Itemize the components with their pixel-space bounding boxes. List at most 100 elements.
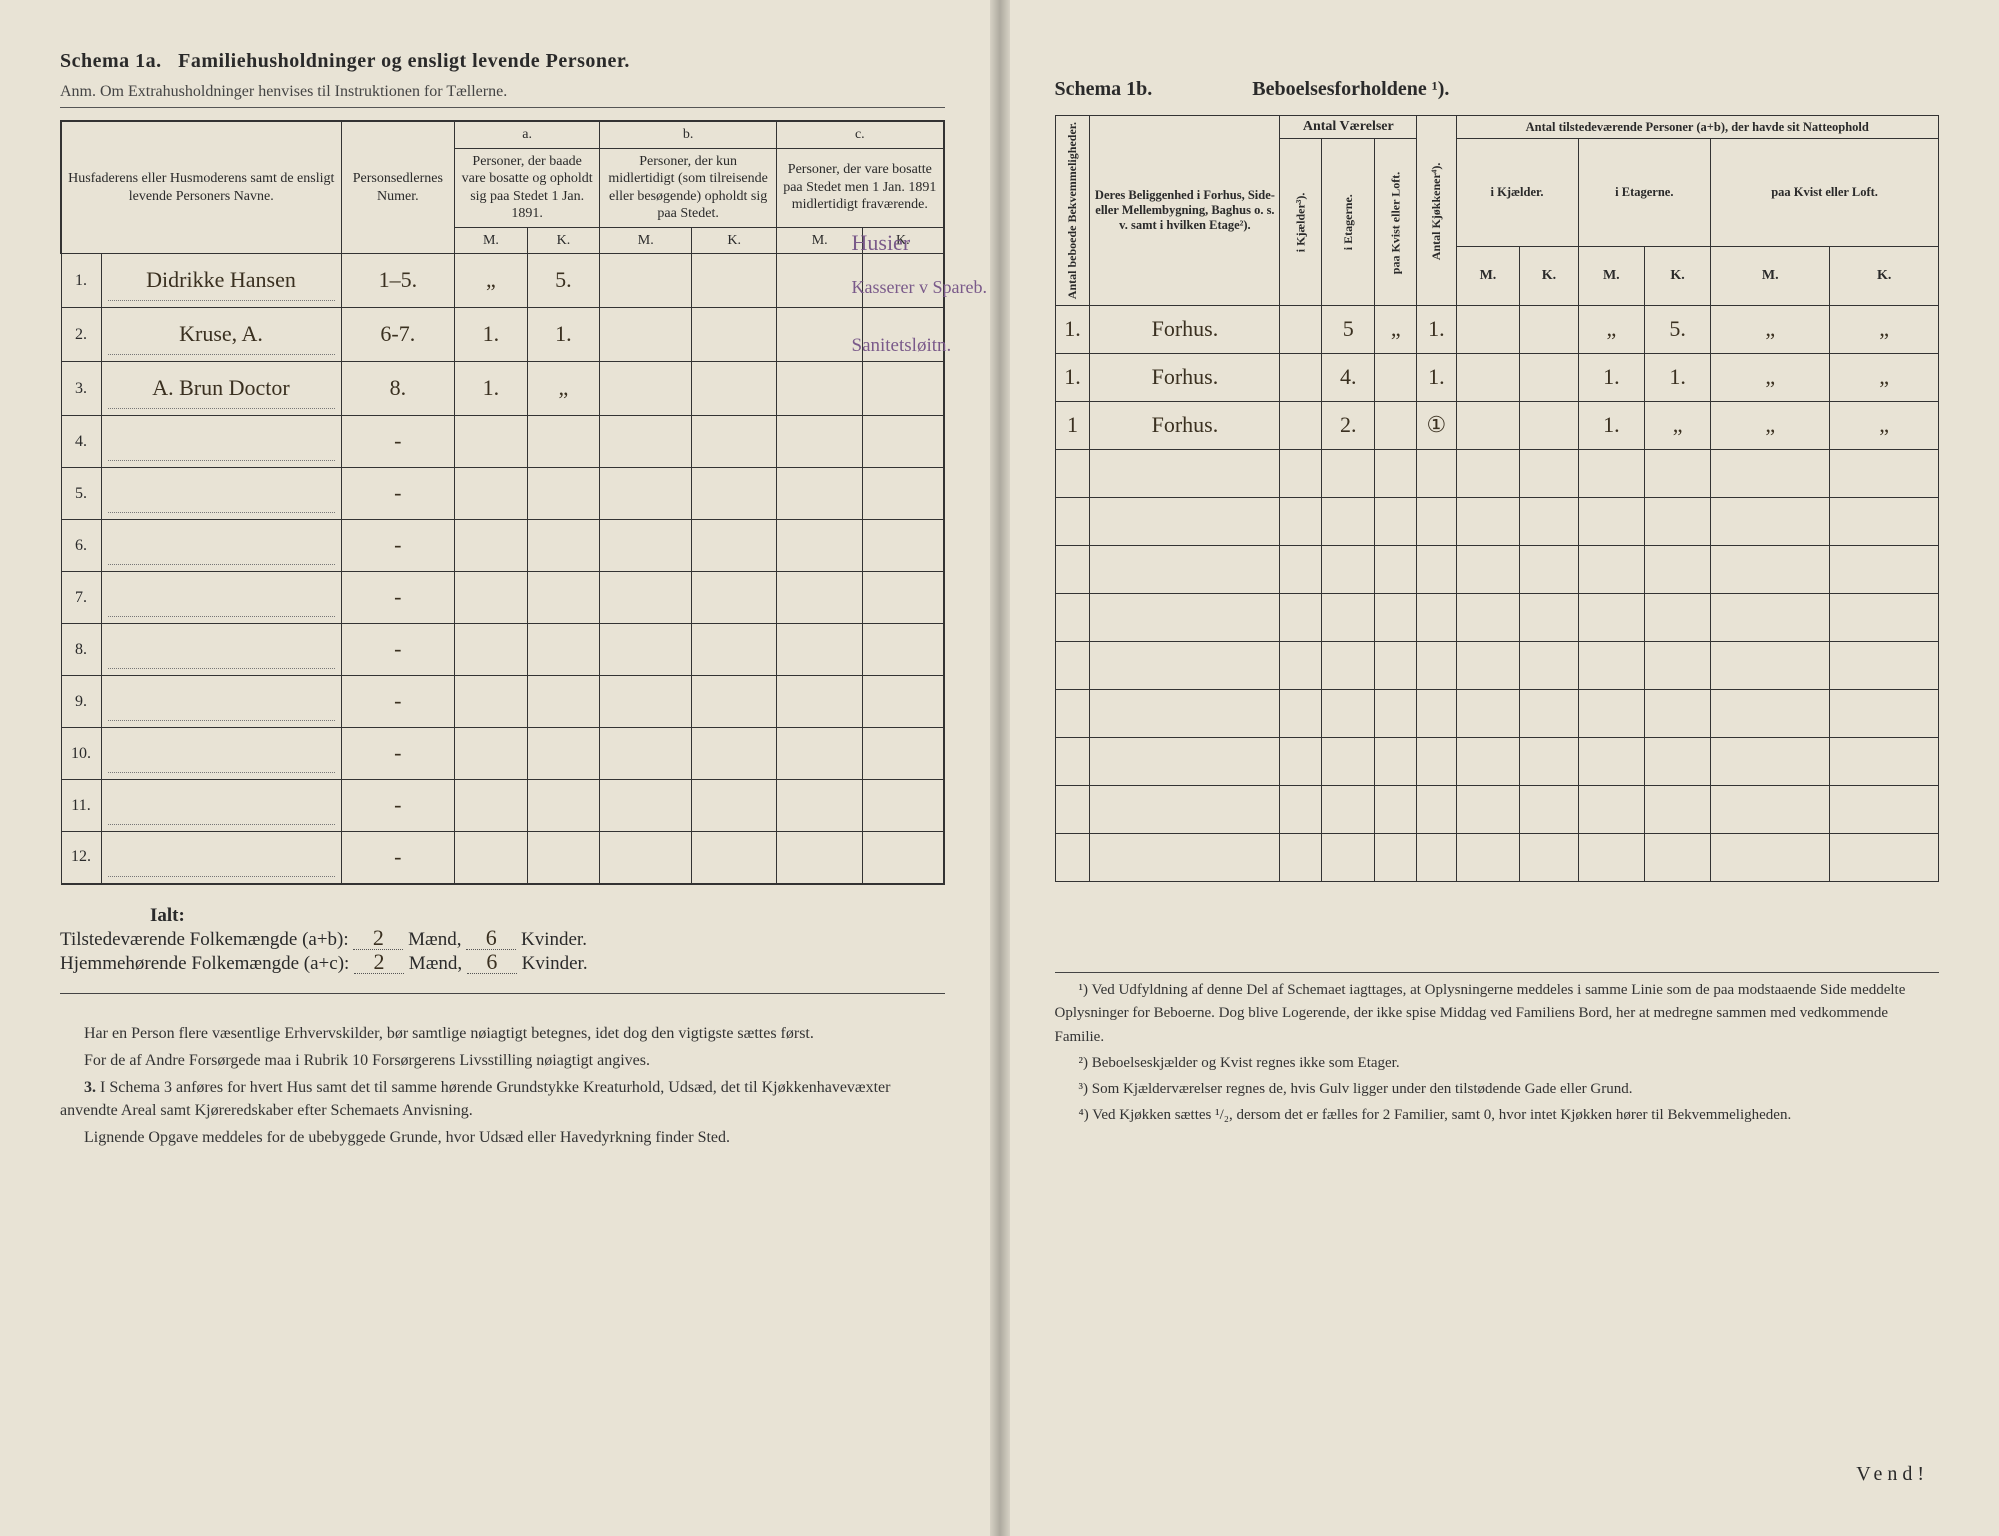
ialt-label: Ialt: — [150, 905, 945, 927]
cK — [863, 780, 944, 832]
net-k — [1645, 498, 1711, 546]
nkj-k — [1520, 594, 1578, 642]
nums-cell: - — [341, 416, 455, 468]
kjok — [1417, 546, 1456, 594]
bM — [600, 254, 692, 308]
cM — [777, 780, 863, 832]
bM — [600, 468, 692, 520]
net-m — [1578, 786, 1645, 834]
vaer-et — [1322, 690, 1375, 738]
mk-m: M. — [777, 227, 863, 254]
vaer-kj — [1280, 546, 1322, 594]
head-vaerelser: Antal Værelser — [1280, 116, 1417, 139]
table-row — [1055, 834, 1939, 882]
net-k — [1645, 450, 1711, 498]
vaer-et — [1322, 450, 1375, 498]
mk-m: M. — [455, 227, 527, 254]
nkj-k — [1520, 450, 1578, 498]
cK — [863, 362, 944, 416]
hjemme-label: Hjemmehørende Folkemængde (a+c): — [60, 953, 349, 975]
cM — [777, 362, 863, 416]
aK — [527, 728, 599, 780]
cK — [863, 520, 944, 572]
table-row: 8.- — [61, 624, 944, 676]
bM — [600, 308, 692, 362]
nums-cell: - — [341, 728, 455, 780]
table-row: 2.Kruse, A.6-7.1.1. — [61, 308, 944, 362]
fn-1: ¹) Ved Udfyldning af denne Del af Schema… — [1055, 979, 1940, 1049]
nkv-k — [1830, 450, 1939, 498]
name-cell — [101, 624, 341, 676]
nkj-m — [1456, 354, 1520, 402]
table-row: 6.- — [61, 520, 944, 572]
beligg: Forhus. — [1090, 354, 1280, 402]
nkj-k — [1520, 546, 1578, 594]
title-1b-label: Schema 1b. — [1055, 78, 1153, 101]
natte-kv: paa Kvist eller Loft. — [1711, 139, 1939, 247]
mk-k: K. — [1830, 247, 1939, 306]
aM — [455, 728, 527, 780]
table-row: 3.A. Brun Doctor8.1.„ — [61, 362, 944, 416]
nkj-m — [1456, 450, 1520, 498]
net-m — [1578, 498, 1645, 546]
name-cell: Kruse, A. — [101, 308, 341, 362]
nums-cell: - — [341, 572, 455, 624]
col-b-text: Personer, der kun midlertidigt (som tilr… — [600, 148, 777, 227]
net-k: 1. — [1645, 354, 1711, 402]
kjok — [1417, 450, 1456, 498]
net-k — [1645, 594, 1711, 642]
vaer-kj — [1280, 354, 1322, 402]
beligg — [1090, 594, 1280, 642]
kjok — [1417, 594, 1456, 642]
net-k: „ — [1645, 402, 1711, 450]
aK — [527, 624, 599, 676]
vaer-et — [1322, 546, 1375, 594]
vaer-kv — [1375, 738, 1417, 786]
vaer-kj — [1280, 306, 1322, 354]
table-row: 1.Forhus.4.1.1.1.„„ — [1055, 354, 1939, 402]
head-bek: Antal beboede Bekvemmeligheder. — [1055, 116, 1090, 306]
nkj-k — [1520, 738, 1578, 786]
nkv-k — [1830, 690, 1939, 738]
schema-1a-subtitle: Anm. Om Extrahusholdninger henvises til … — [60, 83, 945, 108]
vaer-kv — [1375, 498, 1417, 546]
note-4: Lignende Opgave meddeles for de ubebygge… — [60, 1126, 945, 1149]
row-num: 1. — [61, 254, 101, 308]
schema-1a-table: Husfaderens eller Husmoderens samt de en… — [60, 120, 945, 885]
nkv-m — [1711, 546, 1830, 594]
note-1: Har en Person flere væsentlige Erhvervsk… — [60, 1022, 945, 1045]
aK — [527, 572, 599, 624]
title-1a-text: Familiehusholdninger og ensligt levende … — [178, 50, 630, 72]
beligg — [1090, 498, 1280, 546]
cK — [863, 624, 944, 676]
schema-1b-title: Schema 1b. Beboelsesforholdene ¹). — [1055, 50, 1940, 101]
cK — [863, 572, 944, 624]
kjok — [1417, 642, 1456, 690]
nkv-k — [1830, 642, 1939, 690]
nkv-k: „ — [1830, 402, 1939, 450]
aK — [527, 832, 599, 884]
vaer-kj — [1280, 642, 1322, 690]
tilst-k: 6 — [466, 927, 516, 950]
aM: 1. — [455, 362, 527, 416]
vaer-et — [1322, 642, 1375, 690]
nkv-m — [1711, 450, 1830, 498]
aK — [527, 520, 599, 572]
margin-note-3: Sanitetsløitn. — [852, 336, 992, 355]
bK — [692, 572, 777, 624]
vaer-kv: „ — [1375, 306, 1417, 354]
table-row — [1055, 786, 1939, 834]
row-num: 9. — [61, 676, 101, 728]
nkv-m — [1711, 834, 1830, 882]
bek — [1055, 642, 1090, 690]
vaer-kj — [1280, 690, 1322, 738]
nkv-m — [1711, 690, 1830, 738]
aM — [455, 780, 527, 832]
vaer-kj — [1280, 594, 1322, 642]
vaer-kv — [1375, 354, 1417, 402]
vaer-et: 4. — [1322, 354, 1375, 402]
cM — [777, 520, 863, 572]
col-a-text: Personer, der baade vare bosatte og opho… — [455, 148, 600, 227]
cM — [777, 308, 863, 362]
aM — [455, 572, 527, 624]
